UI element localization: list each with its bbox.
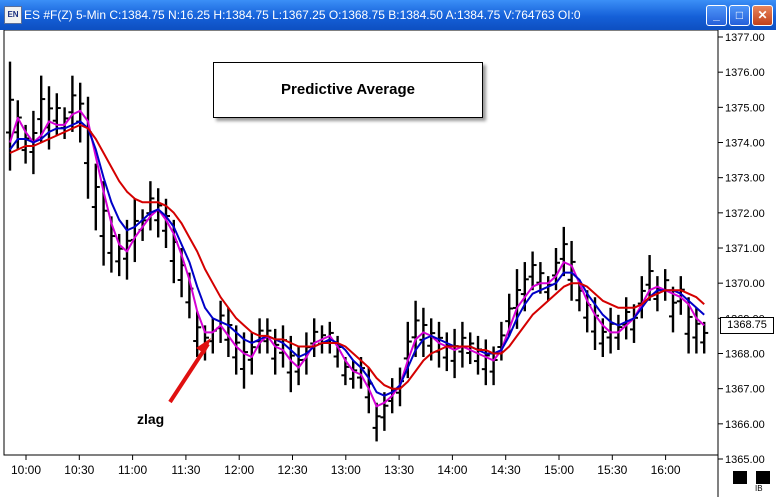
price-chart: 1365.001366.001367.001368.001369.001370.…	[3, 29, 765, 497]
chart-area[interactable]: 1365.001366.001367.001368.001369.001370.…	[0, 29, 776, 497]
ohlc-bar	[661, 269, 670, 301]
window-title: ES #F(Z) 5-Min C:1384.75 N:16.25 H:1384.…	[24, 8, 581, 22]
ohlc-bar	[411, 300, 420, 358]
x-tick-label: 14:00	[437, 463, 467, 477]
ohlc-bar	[6, 61, 14, 171]
minimize-button[interactable]: _	[706, 5, 727, 26]
ohlc-bar	[286, 335, 295, 393]
ohlc-bar	[372, 402, 381, 442]
ohlc-bar	[138, 209, 147, 241]
last-price-tag: 1368.75	[720, 317, 774, 334]
y-tick-label: 1375.00	[725, 102, 765, 114]
ohlc-bar	[622, 297, 631, 340]
ohlc-bar	[84, 96, 92, 199]
ohlc-bar	[559, 226, 568, 277]
ohlc-bar	[146, 181, 155, 231]
ohlc-bar	[567, 240, 576, 301]
title-bar: EN ES #F(Z) 5-Min C:1384.75 N:16.25 H:13…	[0, 0, 776, 30]
ohlc-bar	[208, 318, 217, 354]
ohlc-bar	[528, 251, 537, 291]
y-tick-label: 1371.00	[725, 243, 765, 255]
ohlc-bar	[349, 360, 358, 389]
ohlc-bar	[645, 255, 654, 301]
legend-box: Predictive Average	[213, 62, 483, 118]
ohlc-bar	[193, 311, 202, 358]
x-tick-label: 15:00	[544, 463, 574, 477]
x-tick-label: 10:00	[11, 463, 41, 477]
corner-square-right[interactable]	[756, 471, 770, 484]
red-average-line	[9, 123, 705, 390]
ohlc-bar	[68, 75, 77, 132]
ohlc-bar	[294, 346, 303, 386]
ohlc-bar	[115, 233, 124, 277]
y-tick-label: 1367.00	[725, 384, 765, 396]
arrow-head	[196, 338, 211, 354]
ohlc-bar	[240, 332, 248, 389]
app-icon[interactable]: EN	[4, 6, 22, 24]
y-tick-label: 1368.00	[725, 349, 765, 361]
x-tick-label: 11:30	[171, 463, 200, 477]
maximize-button[interactable]: □	[729, 5, 750, 26]
ib-label: IB	[755, 484, 763, 493]
ohlc-bar	[247, 332, 256, 375]
x-tick-label: 16:00	[651, 463, 681, 477]
ohlc-bar	[458, 321, 467, 368]
ohlc-bar	[630, 304, 638, 343]
y-tick-label: 1376.00	[725, 67, 765, 79]
y-tick-label: 1366.00	[725, 419, 765, 431]
ohlc-bar	[271, 328, 280, 375]
x-tick-label: 15:30	[597, 463, 627, 477]
ohlc-bar	[380, 392, 389, 431]
ohlc-bar	[442, 332, 451, 372]
y-tick-label: 1365.00	[725, 454, 765, 466]
ohlc-bar	[466, 332, 475, 365]
y-tick-label: 1377.00	[725, 32, 765, 44]
x-tick-label: 14:30	[491, 463, 521, 477]
close-button[interactable]: ✕	[752, 5, 773, 26]
y-tick-label: 1370.00	[725, 278, 765, 290]
blue-average-line	[9, 120, 705, 397]
arrow-shaft	[168, 342, 210, 404]
ohlc-bar	[692, 307, 701, 354]
ohlc-bar	[91, 163, 100, 231]
ohlc-bar	[37, 75, 46, 143]
ohlc-bar	[310, 318, 319, 358]
x-tick-label: 12:30	[277, 463, 307, 477]
y-tick-label: 1373.00	[725, 173, 765, 185]
x-tick-label: 10:30	[64, 463, 94, 477]
x-tick-label: 13:00	[331, 463, 361, 477]
ohlc-bar	[700, 321, 709, 354]
zlag-line	[9, 109, 705, 408]
x-tick-label: 13:30	[384, 463, 414, 477]
zlag-note: zlag	[137, 411, 165, 427]
ohlc-bar	[481, 339, 490, 386]
y-tick-label: 1372.00	[725, 208, 765, 220]
x-tick-label: 12:00	[224, 463, 254, 477]
y-tick-label: 1374.00	[725, 138, 765, 150]
x-tick-label: 11:00	[118, 463, 147, 477]
ohlc-bar	[154, 188, 163, 238]
ohlc-bar	[684, 297, 693, 354]
corner-square-left[interactable]	[733, 471, 747, 484]
ohlc-bar	[130, 198, 139, 263]
ohlc-bar	[450, 328, 459, 379]
